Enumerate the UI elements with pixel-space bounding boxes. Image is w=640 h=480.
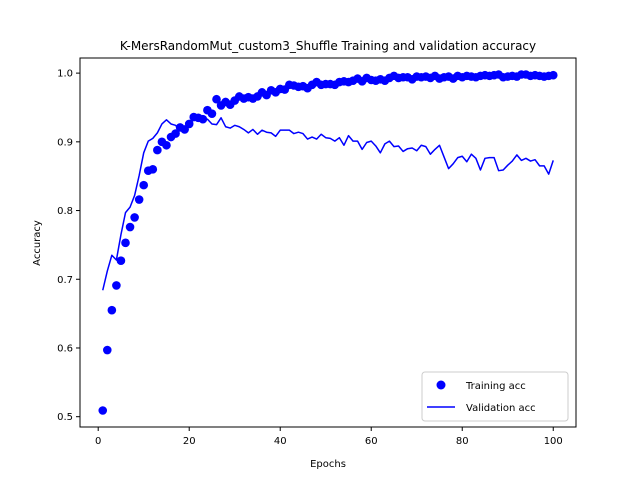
axis-ticks: 0 20 40 60 80 100 0.5 0.6 0.7 0.8 0.9 1.0 bbox=[57, 57, 577, 447]
data-point-training-acc bbox=[162, 140, 171, 150]
y-tick-label: 0.6 bbox=[57, 343, 73, 354]
legend-marker-training bbox=[436, 380, 446, 390]
series-line-validation-acc bbox=[102, 117, 554, 291]
data-point-training-acc bbox=[107, 305, 117, 315]
data-point-training-acc bbox=[121, 238, 130, 248]
y-tick-label: 0.5 bbox=[57, 412, 73, 423]
data-point-training-acc bbox=[139, 180, 149, 190]
data-point-training-acc bbox=[148, 165, 158, 174]
x-tick-label: 80 bbox=[456, 436, 469, 447]
legend-label-training: Training acc bbox=[465, 381, 526, 392]
y-tick-label: 0.7 bbox=[57, 275, 73, 286]
data-point-training-acc bbox=[212, 94, 221, 104]
data-point-training-acc bbox=[98, 406, 108, 415]
x-tick-label: 60 bbox=[365, 436, 378, 447]
data-point-training-acc bbox=[103, 345, 112, 355]
data-point-training-acc bbox=[116, 256, 126, 266]
data-point-training-acc bbox=[134, 195, 144, 204]
data-point-training-acc bbox=[125, 222, 135, 232]
x-axis-label: Epochs bbox=[310, 459, 346, 470]
axes-frame bbox=[79, 57, 577, 428]
y-axis-label: Accuracy bbox=[32, 220, 43, 266]
data-point-training-acc bbox=[207, 109, 217, 118]
data-point-training-acc bbox=[130, 213, 139, 222]
series-markers-training-acc bbox=[98, 70, 558, 415]
y-tick-label: 0.8 bbox=[57, 206, 73, 217]
x-tick-label: 40 bbox=[274, 436, 287, 447]
x-tick-label: 100 bbox=[544, 436, 563, 447]
data-point-training-acc bbox=[171, 129, 180, 138]
data-point-training-acc bbox=[153, 145, 162, 155]
legend: Training acc Validation acc bbox=[421, 371, 569, 422]
data-point-training-acc bbox=[548, 70, 558, 80]
y-tick-label: 0.9 bbox=[57, 137, 73, 148]
chart-title: K-MersRandomMut_custom3_Shuffle Training… bbox=[120, 39, 536, 53]
x-tick-label: 20 bbox=[183, 436, 196, 447]
plot-area bbox=[98, 70, 558, 415]
y-tick-label: 1.0 bbox=[57, 69, 73, 80]
legend-box bbox=[421, 371, 569, 422]
x-tick-label: 0 bbox=[95, 436, 101, 447]
data-point-training-acc bbox=[112, 281, 121, 290]
legend-label-validation: Validation acc bbox=[466, 403, 536, 414]
